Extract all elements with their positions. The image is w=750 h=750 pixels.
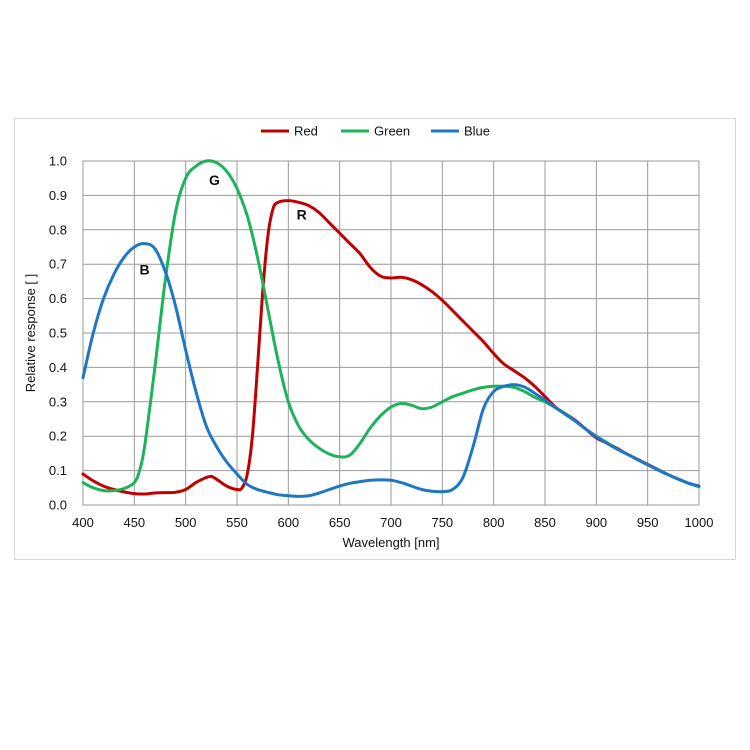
y-tick-label: 0.0 [49, 498, 67, 513]
x-tick-label: 700 [380, 515, 402, 530]
x-axis-title: Wavelength [nm] [342, 535, 439, 550]
y-tick-label: 0.4 [49, 360, 67, 375]
plot-area-border [82, 160, 700, 506]
x-tick-label: 800 [483, 515, 505, 530]
x-tick-label: 850 [534, 515, 556, 530]
legend-label-red: Red [294, 124, 318, 139]
y-tick-label: 0.7 [49, 257, 67, 272]
y-tick-label: 0.2 [49, 429, 67, 444]
x-tick-label: 1000 [685, 515, 714, 530]
curve-annotation-g: G [209, 172, 220, 188]
series-line-blue [81, 242, 701, 498]
curve-annotation-r: R [297, 206, 307, 222]
y-axis-title: Relative response [ ] [23, 274, 38, 393]
x-tick-label: 500 [175, 515, 197, 530]
curve-annotation-b: B [140, 262, 150, 278]
x-tick-label: 600 [277, 515, 299, 530]
x-tick-label: 950 [637, 515, 659, 530]
x-tick-label: 400 [72, 515, 94, 530]
chart-svg: 400 450 500 550 600 650 700 750 800 850 900 950 1000… [23, 124, 714, 551]
legend-label-blue: Blue [464, 124, 490, 139]
x-tick-label: 750 [431, 515, 453, 530]
x-tick-label: 550 [226, 515, 248, 530]
y-tick-label: 0.3 [49, 394, 67, 409]
chart-frame: 400 450 500 550 600 650 700 750 800 850 900 950 1000… [14, 118, 736, 560]
y-tick-label: 0.1 [49, 463, 67, 478]
y-tick-label: 0.8 [49, 222, 67, 237]
y-tick-label: 0.5 [49, 326, 67, 341]
x-tick-label: 650 [329, 515, 351, 530]
legend-label-green: Green [374, 124, 410, 139]
x-tick-label: 900 [585, 515, 607, 530]
x-tick-label: 450 [123, 515, 145, 530]
y-tick-label: 1.0 [49, 154, 67, 169]
y-tick-label: 0.9 [49, 188, 67, 203]
y-tick-label: 0.6 [49, 291, 67, 306]
